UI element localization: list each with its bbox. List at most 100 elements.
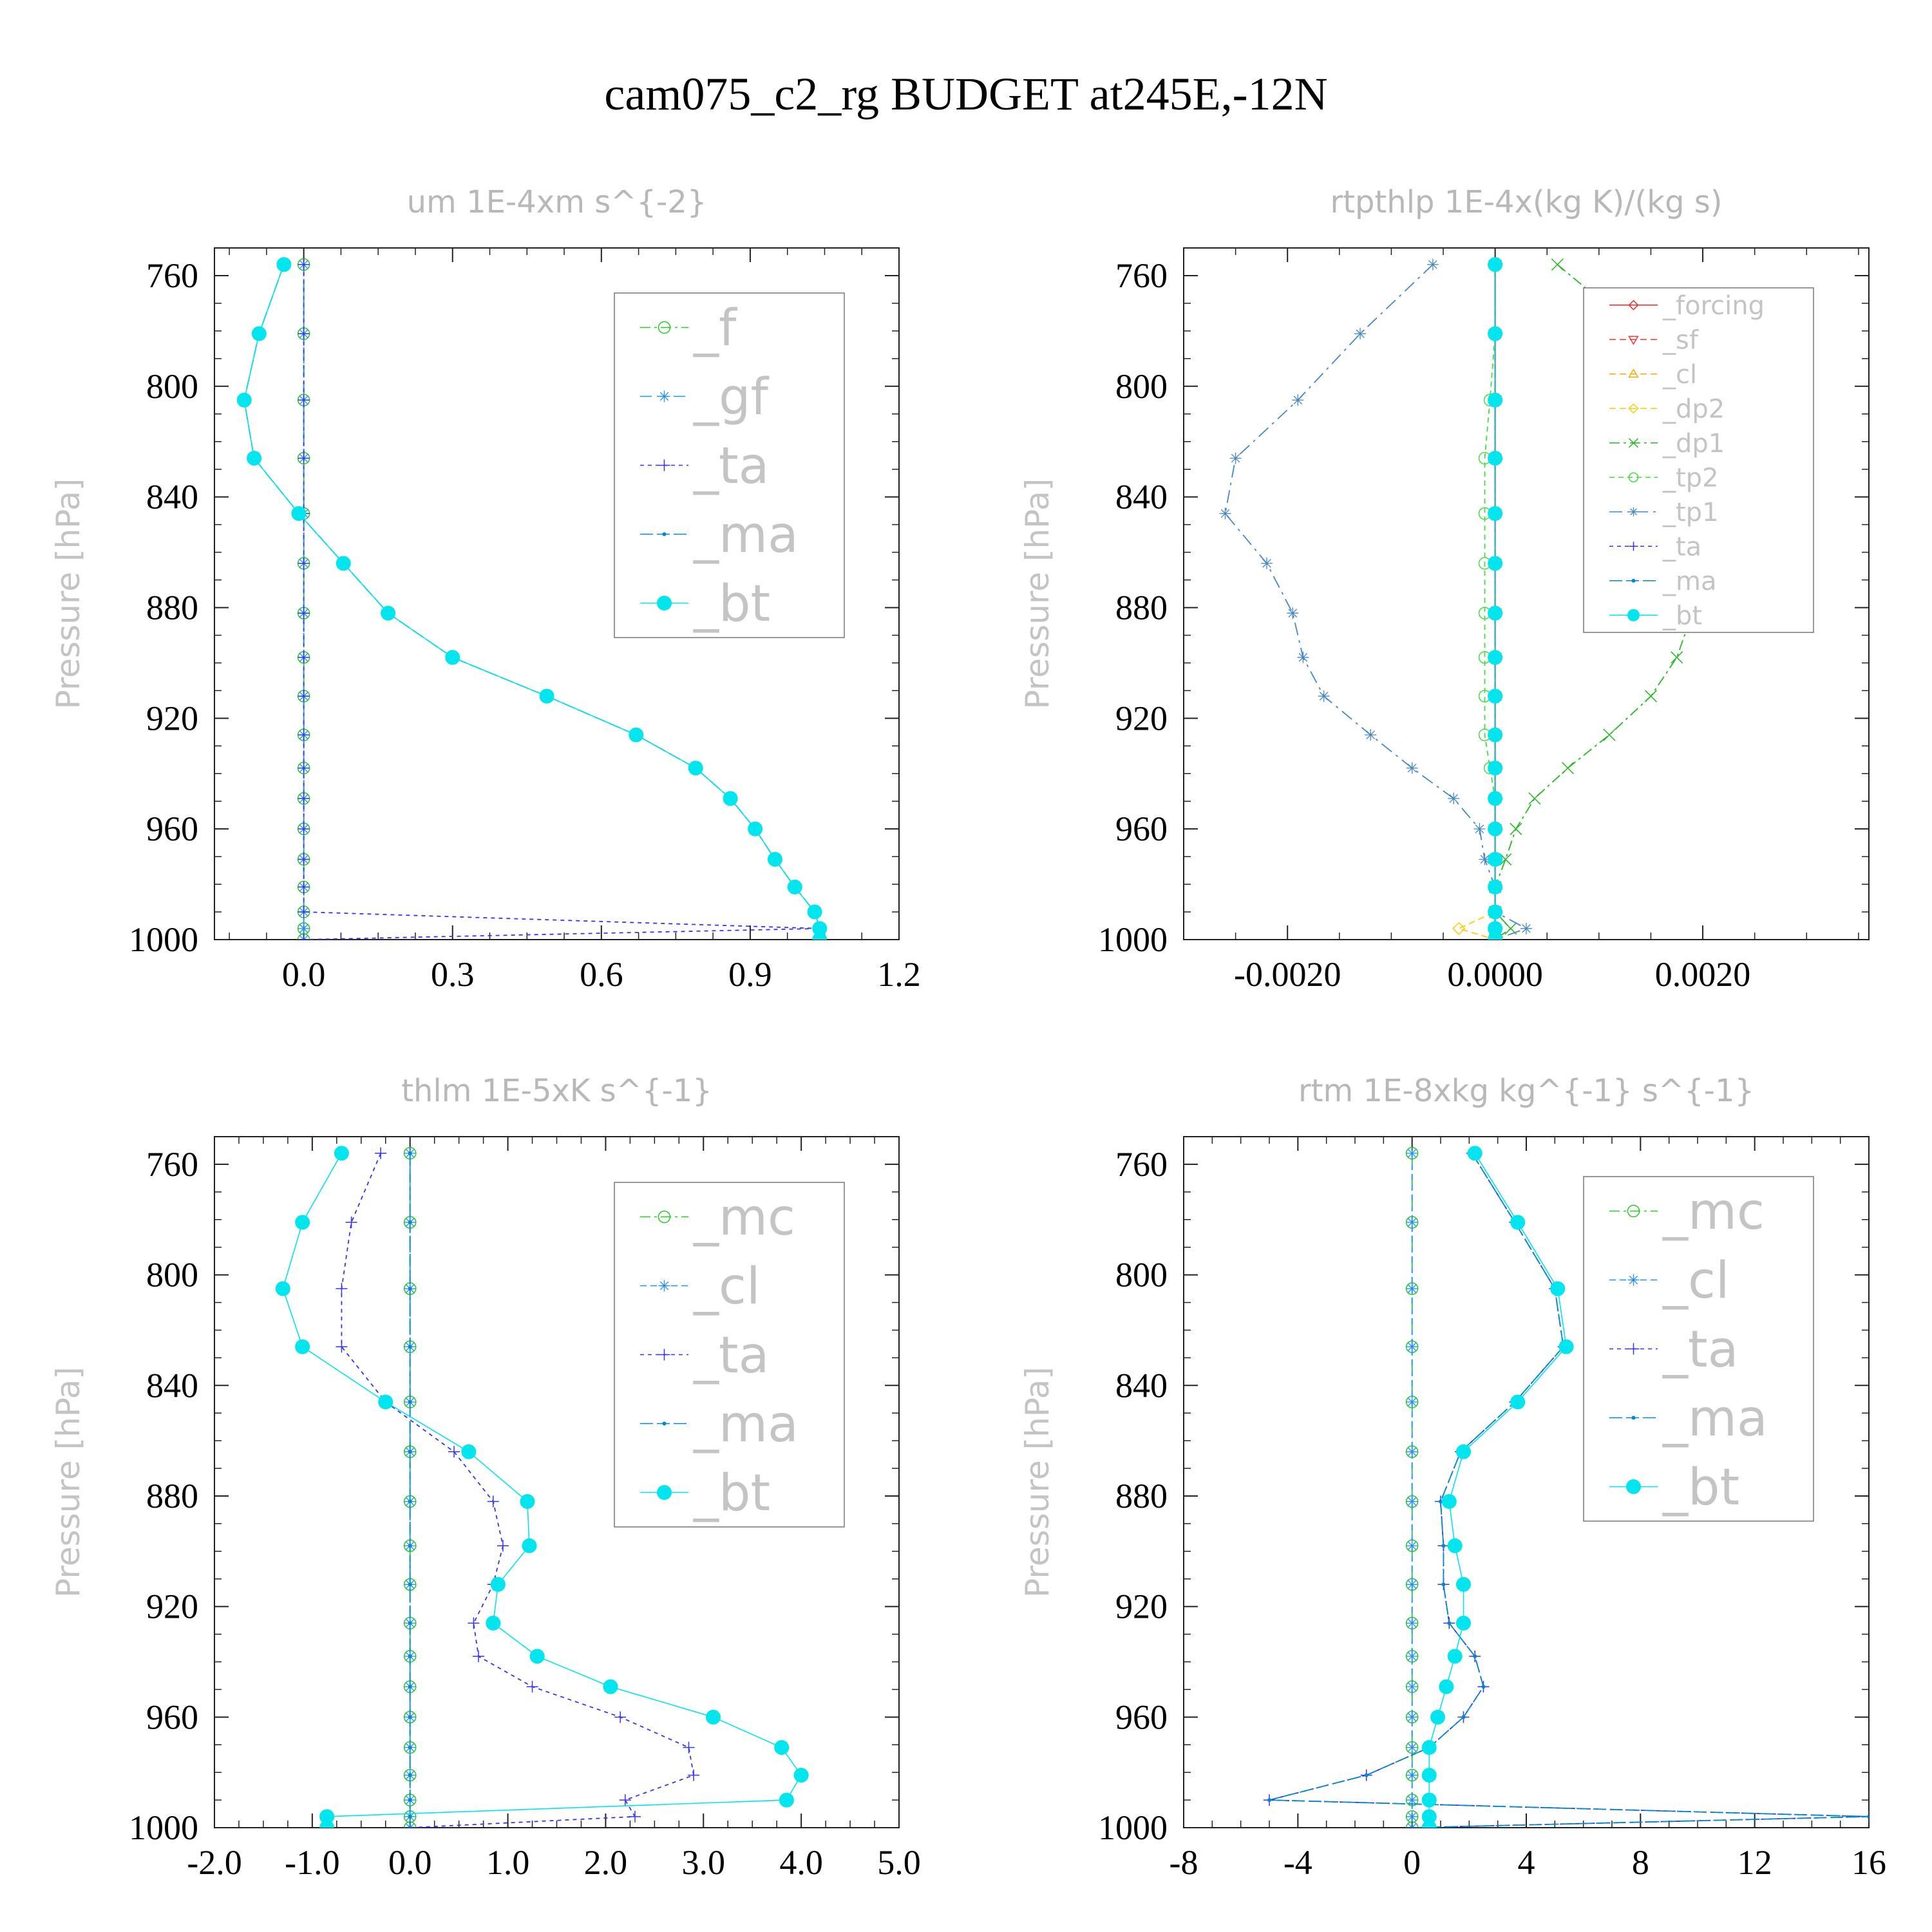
data-point-bt [378, 1394, 393, 1410]
data-point-bt [319, 1820, 335, 1828]
legend-label: _forcing [1662, 291, 1765, 321]
series-line-dp2 [1457, 264, 1496, 940]
data-point-tp1 [1520, 922, 1532, 934]
data-point-dp1 [1671, 651, 1683, 664]
legend-label: _ta [1662, 532, 1701, 562]
data-point-ma [1410, 1826, 1414, 1828]
y-tick-label: 840 [1115, 1366, 1168, 1405]
legend-label: _cl [693, 1258, 761, 1316]
data-point-cl [1406, 1769, 1418, 1781]
y-tick-label: 760 [1115, 256, 1168, 295]
data-point-ta [614, 1711, 627, 1723]
panel-thlm: thlm 1E-5xK s^{-1} Pressure [hPa] 760 800 84… [50, 1073, 921, 1882]
x-tick-label: 0.0000 [1447, 955, 1543, 994]
data-point-ma [1473, 1654, 1477, 1658]
y-axis-label: Pressure [hPa] [1019, 478, 1056, 710]
data-point-bt [251, 326, 267, 341]
data-point-bt [1455, 1577, 1471, 1592]
data-point-bt [1550, 1281, 1566, 1296]
legend-label: _cl [1662, 360, 1697, 390]
data-point-ta [298, 823, 310, 835]
y-tick-label: 920 [1115, 1587, 1168, 1626]
legend-marker [1631, 1416, 1636, 1420]
legend-label: _dp1 [1662, 429, 1725, 459]
y-tick-label: 800 [1115, 1256, 1168, 1294]
legend-label: _gf [693, 368, 770, 426]
data-point-ta [298, 881, 310, 893]
data-point-bt [705, 1709, 721, 1725]
series-line-tp2 [1484, 264, 1496, 940]
data-point-ma [1481, 1685, 1486, 1689]
data-point-bt [334, 1146, 349, 1161]
data-point-bt [774, 1740, 790, 1756]
x-tick-label: 1.2 [877, 955, 921, 994]
x-tick-label: 0.0 [388, 1843, 432, 1882]
legend-marker [658, 1210, 671, 1224]
legend-marker [1627, 1204, 1640, 1218]
data-point-ta [298, 762, 310, 774]
x-tick-label: -4 [1283, 1843, 1312, 1882]
plot-area [236, 257, 828, 940]
data-point-ta [448, 1446, 460, 1458]
data-point-bt [1488, 506, 1503, 521]
legend-label: _ma [693, 506, 799, 564]
data-point-cl [1406, 1283, 1418, 1295]
data-point-dp1 [1551, 258, 1564, 271]
legend-marker [658, 1349, 670, 1361]
data-point-tp1 [1473, 823, 1486, 835]
data-point-ta [688, 1769, 700, 1781]
x-tick-label: -1.0 [285, 1843, 339, 1882]
figure-title: cam075_c2_rg BUDGET at245E,-12N [604, 68, 1327, 120]
data-point-bt [381, 605, 396, 621]
series-line-ta [341, 1153, 695, 1828]
legend-label: _tp1 [1662, 498, 1719, 527]
data-point-bt [445, 650, 460, 665]
data-point-ma [408, 1715, 412, 1719]
data-point-ta [375, 1147, 387, 1159]
x-tick-label: 12 [1738, 1843, 1772, 1882]
data-point-ta [298, 853, 310, 866]
data-point-bt [1558, 1339, 1574, 1354]
data-point-dp1 [1603, 728, 1616, 741]
legend-marker [1628, 299, 1639, 310]
data-point-bt [1455, 1615, 1471, 1631]
legend-box [1583, 287, 1814, 633]
data-point-cl [1406, 1446, 1418, 1458]
panel-title: um 1E-4xm s^{-2} [407, 184, 707, 220]
plot-frame [1183, 247, 1870, 940]
y-tick-label: 960 [1115, 810, 1168, 848]
data-point-ta [526, 1681, 538, 1693]
legend-marker [657, 1485, 672, 1500]
data-point-ma [1867, 1814, 1869, 1819]
panel-rtpthlp: rtpthlp 1E-4x(kg K)/(kg s) Pressure [hPa]… [1019, 184, 1870, 994]
y-tick-label: 960 [1115, 1698, 1168, 1736]
data-point-ta [298, 934, 310, 940]
legend-label: _bt [693, 575, 770, 633]
data-point-cl [1406, 1711, 1418, 1723]
panel-title: thlm 1E-5xK s^{-1} [401, 1073, 712, 1109]
data-point-cl [1406, 1341, 1418, 1353]
x-tick-label: 3.0 [682, 1843, 726, 1882]
data-point-ta [298, 607, 310, 620]
legend-label: _mc [693, 1189, 795, 1247]
data-point-bt [1488, 326, 1503, 341]
y-tick-label: 960 [146, 810, 198, 848]
legend-label: _f [693, 299, 737, 357]
data-point-bt [1488, 761, 1503, 776]
legend-marker [1628, 472, 1639, 482]
data-point-bt [1439, 1679, 1454, 1694]
legend-marker [658, 390, 670, 402]
data-point-bt [1421, 1740, 1437, 1756]
y-tick-label: 840 [146, 1366, 198, 1405]
data-point-ma [408, 1745, 412, 1750]
y-axis-label: Pressure [hPa] [50, 478, 87, 710]
plot-area [1219, 257, 1782, 940]
data-point-ma [408, 1499, 412, 1504]
y-tick-label: 760 [1115, 1145, 1168, 1184]
data-point-gf [298, 922, 310, 934]
x-tick-label: 0.6 [580, 955, 623, 994]
data-point-cl [1406, 1396, 1418, 1408]
x-tick-label: 0.0020 [1655, 955, 1751, 994]
y-tick-label: 840 [146, 478, 198, 516]
